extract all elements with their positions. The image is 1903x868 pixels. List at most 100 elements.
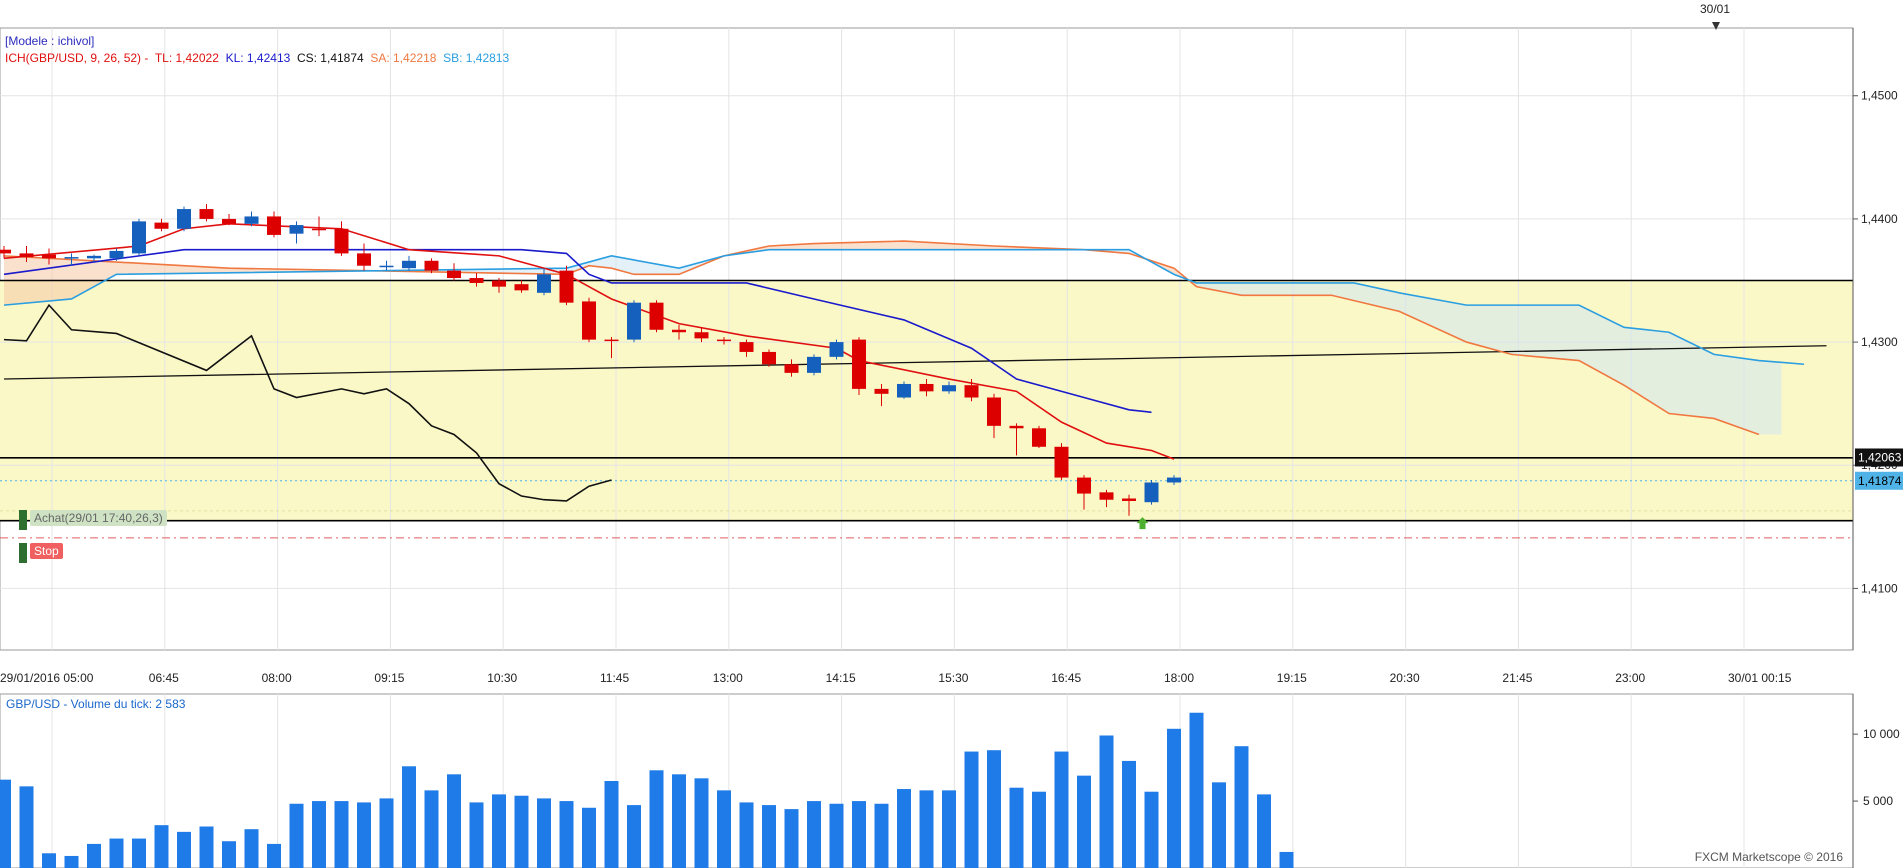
kumo-cloud-segment [521, 268, 544, 274]
level-price-text: 1,42063 [1858, 450, 1902, 464]
kumo-cloud-segment [1219, 282, 1242, 296]
x-tick-label: 23:00 [1615, 671, 1645, 685]
candle-down [1122, 498, 1136, 501]
candle-down [649, 302, 664, 330]
volume-y-tick-label: 10 000 [1863, 727, 1900, 741]
kumo-cloud-segment [1714, 354, 1737, 427]
sa-value: SA: 1,42218 [370, 51, 437, 65]
kumo-cloud-segment [1286, 282, 1309, 296]
volume-bar [1144, 791, 1159, 868]
volume-bar [897, 789, 911, 868]
kumo-cloud-segment [161, 264, 184, 274]
cs-value: CS: 1,41874 [296, 51, 364, 65]
candle-down [874, 388, 889, 394]
candle-up [87, 255, 101, 259]
volume-bar [717, 790, 731, 868]
volume-bar [379, 798, 394, 868]
buy-order-label[interactable]: Achat(29/01 17:40,26,3) [30, 510, 167, 526]
volume-bar [964, 751, 979, 868]
volume-bar [1032, 791, 1046, 868]
volume-bar [739, 802, 754, 868]
candle-down [267, 216, 281, 235]
kumo-cloud-segment [589, 255, 612, 269]
x-tick-label: 19:15 [1277, 671, 1307, 685]
candle-down [357, 253, 371, 266]
candle-up [537, 274, 551, 293]
kumo-cloud-segment [611, 255, 634, 275]
volume-bar [1167, 728, 1181, 868]
credit-text: FXCM Marketscope © 2016 [1694, 850, 1843, 864]
volume-bar [829, 803, 844, 868]
buy-order-marker[interactable] [19, 510, 27, 530]
volume-bar [357, 802, 371, 868]
volume-bar [1009, 787, 1024, 868]
kumo-cloud-segment [1466, 305, 1489, 349]
volume-bar [492, 794, 506, 868]
candle-up [402, 260, 416, 269]
candle-up [289, 225, 304, 234]
volume-bar [919, 790, 934, 868]
volume-bar [537, 798, 551, 868]
candle-down [334, 228, 349, 254]
volume-bar [874, 803, 889, 868]
x-tick-label: 09:15 [374, 671, 404, 685]
volume-bar [402, 766, 416, 868]
stop-order-label[interactable]: Stop [30, 543, 63, 559]
candle-up [177, 209, 191, 229]
volume-bar [199, 826, 214, 868]
y-tick-label: 1,4300 [1861, 335, 1898, 349]
x-tick-label: 08:00 [262, 671, 292, 685]
current-price-badge [1855, 471, 1903, 490]
volume-bar [1257, 794, 1271, 868]
kumo-cloud-segment [1376, 287, 1399, 312]
volume-bar [1099, 735, 1114, 868]
volume-bar [19, 786, 34, 868]
candle-down [582, 301, 596, 340]
kumo-cloud-segment [1601, 316, 1624, 386]
candle-up [627, 302, 641, 340]
kumo-cloud-segment [1736, 357, 1759, 435]
volume-bar [177, 831, 191, 868]
candle-up [807, 356, 821, 373]
x-tick-label: 06:45 [149, 671, 179, 685]
candle-up [1167, 477, 1181, 483]
top-date-label: 30/01 [1700, 2, 1731, 16]
kumo-cloud-segment [1669, 332, 1692, 416]
kumo-cloud-segment [1759, 360, 1782, 435]
candle-down [694, 332, 709, 339]
volume-bar [582, 807, 596, 868]
candle-down [1009, 425, 1024, 429]
kumo-cloud-segment [1309, 282, 1332, 296]
candle-down [312, 228, 326, 231]
kumo-cloud-segment [499, 268, 522, 274]
y-tick-label: 1,4400 [1861, 212, 1898, 226]
kumo-cloud-segment [116, 262, 139, 275]
candle-up [1144, 482, 1159, 503]
kumo-cloud-segment [1556, 305, 1579, 361]
kumo-cloud-segment [881, 241, 904, 250]
volume-bar [312, 801, 326, 868]
kumo-cloud-segment [926, 242, 949, 250]
kl-value: KL: 1,42413 [225, 51, 291, 65]
kijun-line [3, 248, 1152, 414]
kumo-cloud-segment [1354, 282, 1377, 306]
candle-down [919, 383, 934, 392]
volume-bar [447, 774, 461, 868]
volume-legend: GBP/USD - Volume du tick: 2 583 [6, 697, 186, 711]
kumo-cloud-segment [1196, 282, 1219, 291]
kumo-cloud-segment [1264, 282, 1287, 296]
volume-bar [469, 802, 484, 868]
candle-down [222, 218, 236, 224]
x-tick-label: 20:30 [1390, 671, 1420, 685]
sb-value: SB: 1,42813 [443, 51, 510, 65]
volume-bar [244, 829, 259, 868]
volume-bar [852, 801, 866, 868]
x-tick-label: 21:45 [1502, 671, 1532, 685]
stop-order-marker[interactable] [19, 543, 27, 563]
volume-bar [1054, 751, 1069, 868]
volume-bar [627, 805, 641, 868]
volume-bar [334, 801, 349, 868]
candle-up [942, 385, 956, 392]
volume-bar [1122, 760, 1136, 868]
y-tick-label: 1,4100 [1861, 581, 1898, 595]
